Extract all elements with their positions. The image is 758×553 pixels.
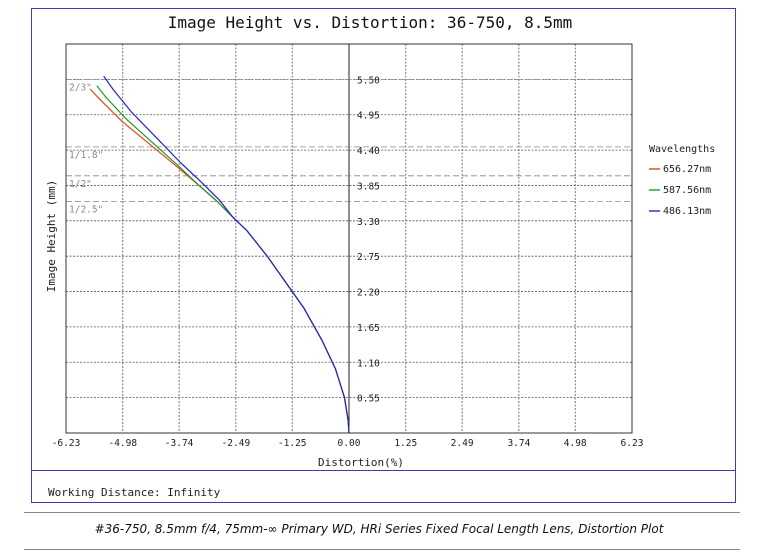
y-tick-label: 2.75 (357, 252, 380, 263)
y-tick-label: 1.10 (357, 358, 380, 369)
legend-label: 587.56nm (663, 185, 711, 196)
chart-title: Image Height vs. Distortion: 36-750, 8.5… (168, 13, 573, 32)
x-axis-label: Distortion(%) (318, 456, 404, 469)
y-tick-label: 3.30 (357, 217, 380, 228)
x-tick-label: -3.74 (165, 438, 194, 449)
y-tick-label: 5.50 (357, 75, 380, 86)
sensor-format-label: 1/2" (69, 179, 92, 190)
legend: Wavelengths 656.27nm 587.56nm 486.13nm (649, 144, 715, 217)
y-tick-label: 2.20 (357, 288, 380, 299)
plot-area-border (65, 43, 633, 434)
sensor-format-label: 1/1.8" (69, 150, 103, 161)
caption-rule-top (24, 512, 740, 513)
x-tick-label: 4.98 (564, 438, 587, 449)
legend-label: 656.27nm (663, 164, 711, 175)
working-distance-label: Working Distance: Infinity (48, 486, 221, 499)
x-tick-label: 2.49 (451, 438, 474, 449)
series-line-65627nm (89, 88, 350, 434)
x-tick-label: -4.98 (108, 438, 137, 449)
sensor-format-label: 1/2.5" (69, 205, 103, 216)
distortion-chart: Image Height vs. Distortion: 36-750, 8.5… (45, 13, 715, 469)
y-tick-label: 3.85 (357, 181, 380, 192)
x-tick-label: -6.23 (52, 438, 81, 449)
frame-divider (31, 470, 736, 471)
x-tick-label: -1.25 (278, 438, 307, 449)
x-tick-label: 0.00 (338, 438, 361, 449)
caption-rule-bottom (24, 549, 740, 550)
y-axis-label: Image Height (mm) (45, 180, 58, 293)
y-tick-label: 1.65 (357, 323, 380, 334)
y-tick-label: 4.40 (357, 146, 380, 157)
sensor-format-label: 2/3" (69, 82, 92, 93)
y-tick-label: 0.55 (357, 394, 380, 405)
y-tick-label: 4.95 (357, 111, 380, 122)
series-line-48613nm (103, 75, 350, 434)
series-line-58756nm (96, 85, 350, 434)
x-tick-label: -2.49 (222, 438, 251, 449)
x-tick-label: 1.25 (394, 438, 417, 449)
chart-frame (31, 8, 736, 503)
legend-label: 486.13nm (663, 206, 711, 217)
x-tick-label: 6.23 (621, 438, 644, 449)
x-tick-label: 3.74 (507, 438, 530, 449)
legend-title: Wavelengths (649, 144, 715, 155)
figure-caption: #36-750, 8.5mm f/4, 75mm-∞ Primary WD, H… (94, 522, 664, 536)
